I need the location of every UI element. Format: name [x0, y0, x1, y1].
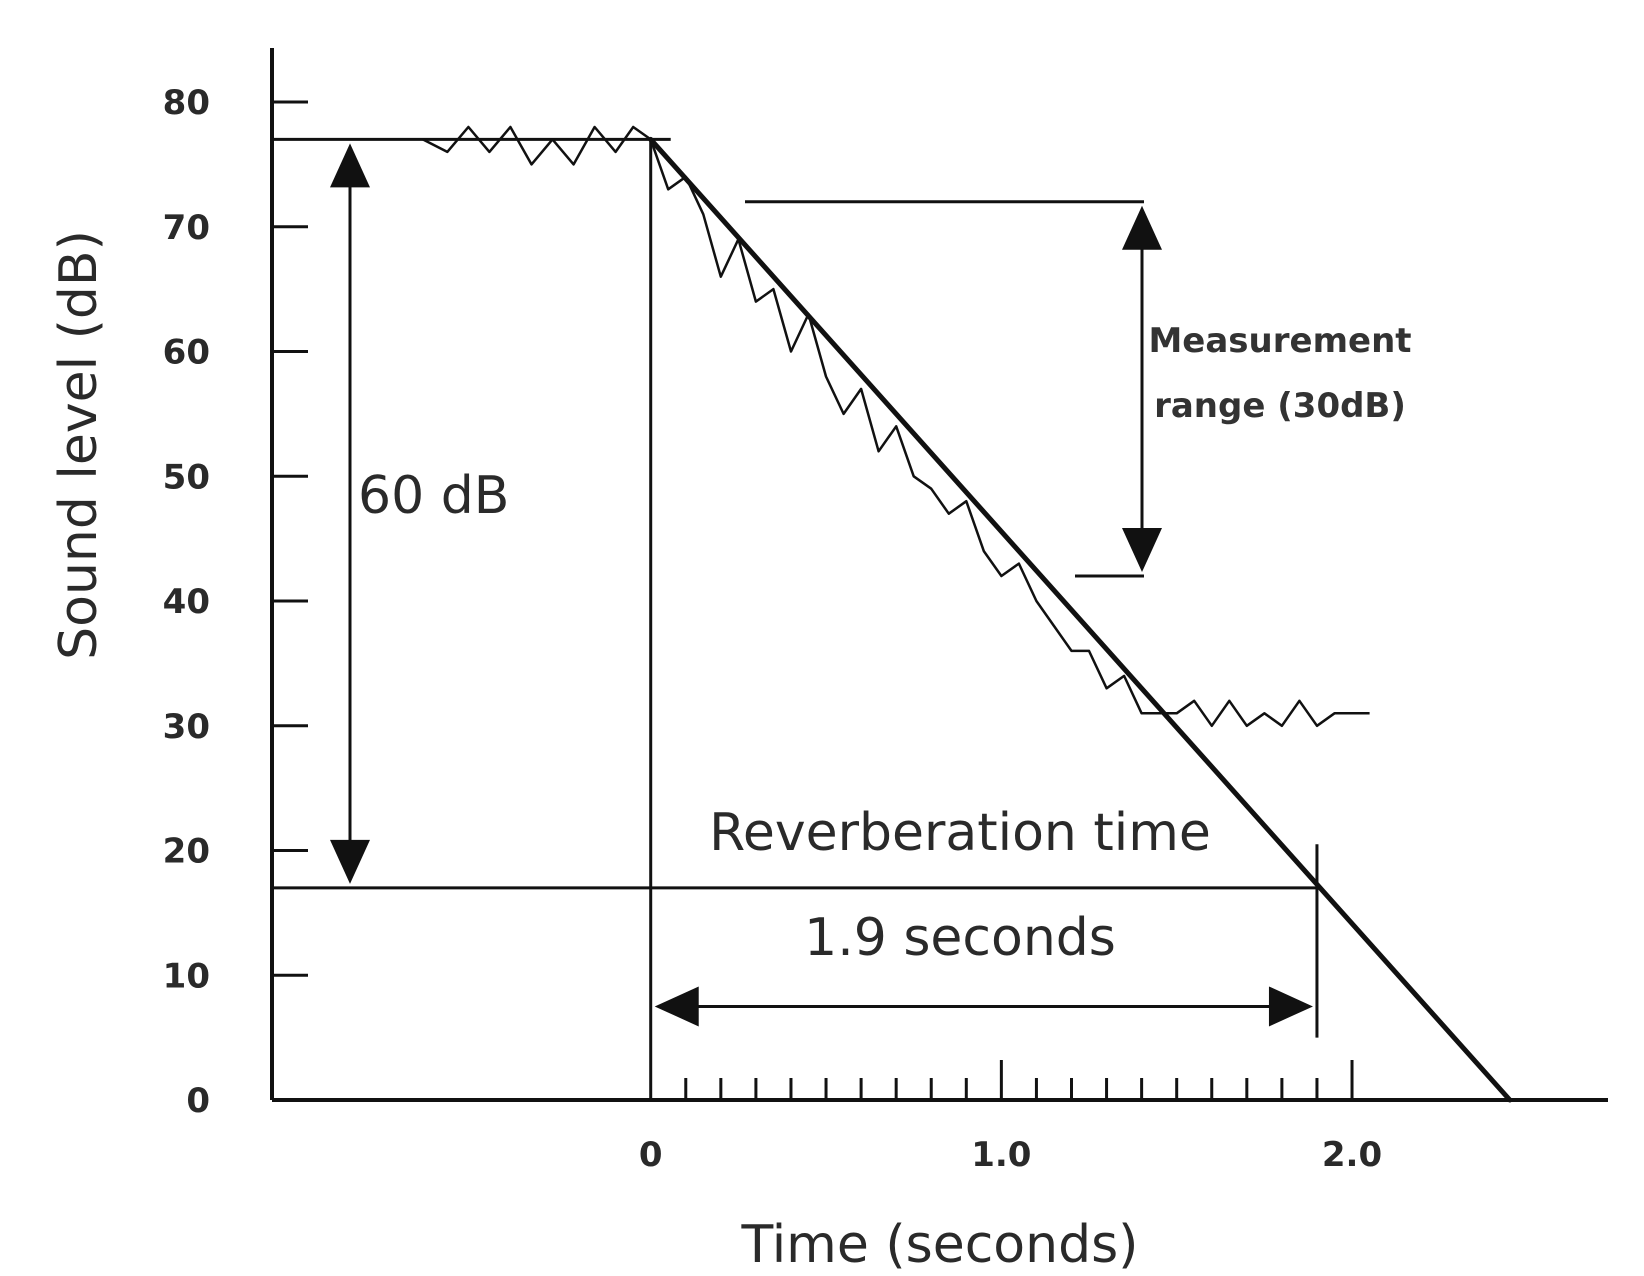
- y-tick-label: 40: [163, 582, 210, 622]
- decay-line: [648, 136, 1513, 1103]
- y-tick-label: 0: [186, 1081, 210, 1121]
- y-tick-label: 20: [163, 832, 210, 872]
- annotation-reverberation-value: 1.9 seconds: [804, 908, 1116, 968]
- reverberation-arrow-head-right: [1268, 986, 1313, 1027]
- level-drop-arrow-head-bottom: [330, 839, 370, 884]
- annotation-reverberation-title: Reverberation time: [709, 803, 1211, 863]
- x-tick-label: 1.0: [971, 1135, 1031, 1175]
- y-tick-label: 10: [163, 956, 210, 996]
- measured-signal-line: [422, 125, 1370, 728]
- y-tick-label: 50: [163, 457, 210, 497]
- guide-lines: [272, 137, 1319, 1100]
- x-axis-title: Time (seconds): [741, 1215, 1139, 1275]
- annotations: [330, 143, 1313, 1027]
- x-tick-label: 2.0: [1322, 1135, 1382, 1175]
- y-tick-label: 30: [163, 707, 210, 747]
- measurement-range-arrow-head-bottom: [1122, 528, 1162, 573]
- y-tick-label: 80: [163, 83, 210, 123]
- annotation-60db: 60 dB: [358, 466, 509, 526]
- x-tick-label: 0: [639, 1135, 663, 1175]
- y-tick-label: 60: [163, 333, 210, 373]
- y-tick-label: 70: [163, 208, 210, 248]
- annotation-measurement-range-line1: Measurement: [1148, 321, 1411, 361]
- series: [422, 125, 1513, 1103]
- y-axis-title: Sound level (dB): [49, 230, 109, 660]
- annotation-measurement-range-line2: range (30dB): [1154, 386, 1406, 426]
- reverberation-arrow-head-left: [654, 986, 699, 1027]
- axes: [270, 48, 1608, 1102]
- ticks: 0 10 20 30 40 50 60 70 80 0 1.0 2.0: [163, 83, 1382, 1175]
- level-drop-arrow-head-top: [330, 143, 370, 188]
- measurement-range-arrow-head-top: [1122, 205, 1162, 250]
